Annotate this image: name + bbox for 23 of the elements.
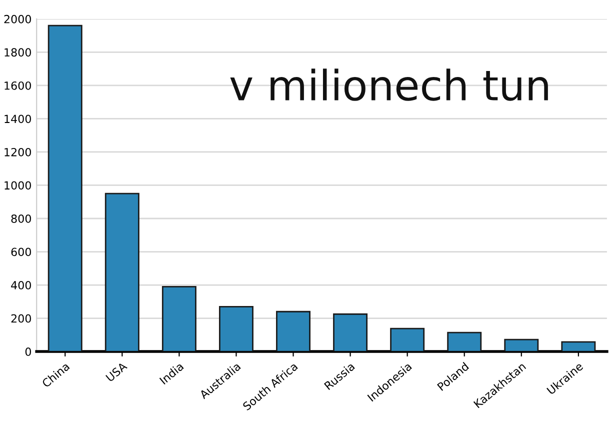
y-tick-label: 800 xyxy=(11,214,31,223)
y-tick-label: 200 xyxy=(11,314,31,323)
bar xyxy=(218,306,254,352)
y-tick-label: 1200 xyxy=(4,148,31,156)
y-tick-label: 1600 xyxy=(4,81,31,90)
y-tick-label: 0 xyxy=(25,348,31,356)
annotation: v milionech tun xyxy=(230,68,548,101)
y-tick-label: 1800 xyxy=(4,48,31,57)
bar xyxy=(276,310,310,352)
bar xyxy=(333,313,368,352)
y-tick-label: 600 xyxy=(11,248,31,256)
y-tick-label: 400 xyxy=(11,280,31,290)
bar xyxy=(561,341,596,352)
bar xyxy=(104,192,140,352)
y-tick-label: 2000 xyxy=(4,14,31,24)
bar xyxy=(390,328,425,352)
bar xyxy=(48,24,82,352)
bar xyxy=(162,286,196,352)
y-tick-label: 1400 xyxy=(4,114,31,124)
y-tick-label: 1000 xyxy=(4,181,31,190)
x-tick-label: USA xyxy=(105,361,128,382)
bar xyxy=(504,338,539,352)
bar xyxy=(447,332,482,352)
